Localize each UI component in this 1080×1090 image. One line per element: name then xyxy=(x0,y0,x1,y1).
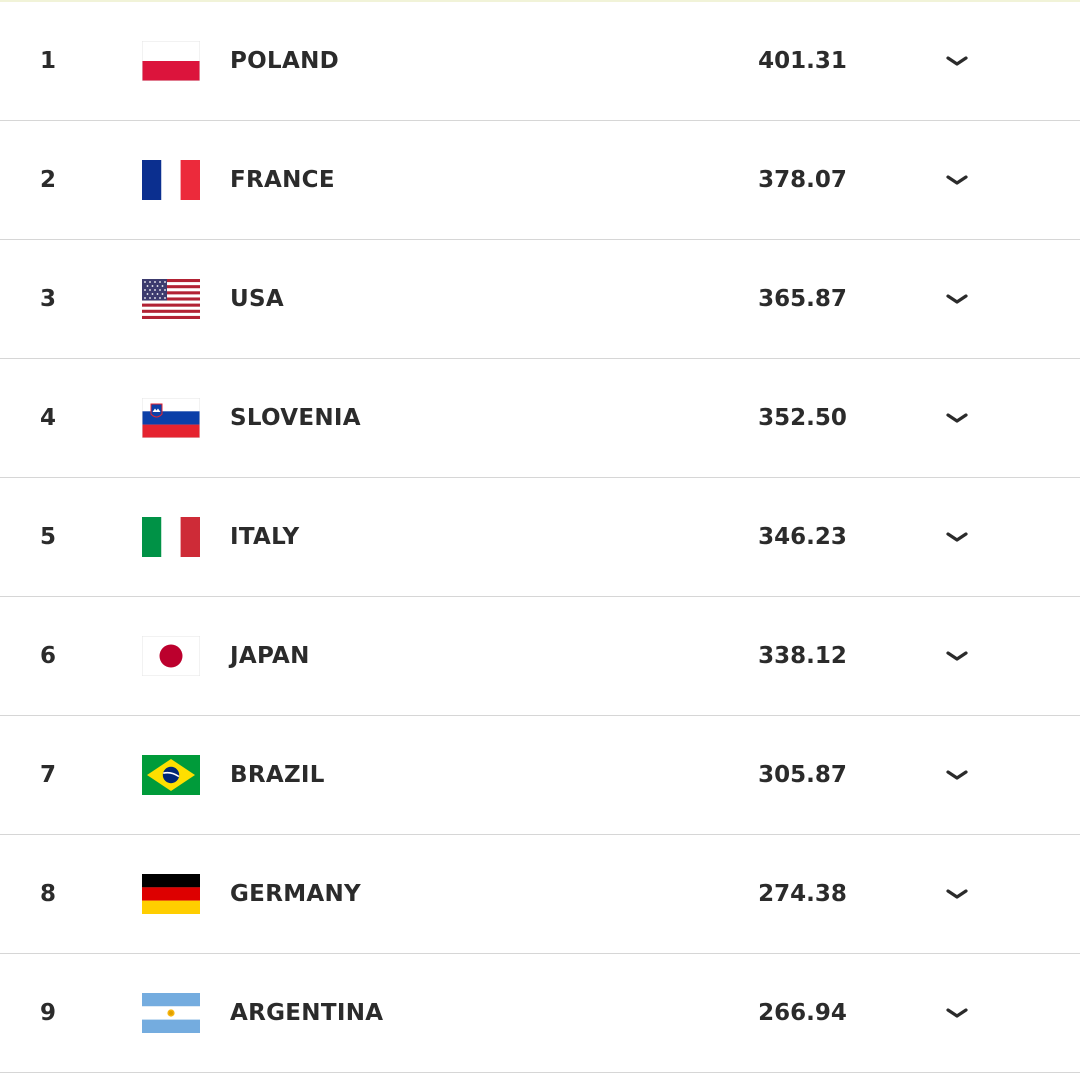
points-value: 346.23 xyxy=(758,524,847,550)
country-name: BRAZIL xyxy=(230,762,325,788)
chevron-down-icon[interactable] xyxy=(944,767,970,783)
chevron-down-icon[interactable] xyxy=(944,529,970,545)
points-value: 365.87 xyxy=(758,286,847,312)
poland-flag-icon xyxy=(142,41,200,81)
italy-flag-icon xyxy=(142,517,200,557)
rank-number: 1 xyxy=(40,48,57,74)
rank-number: 7 xyxy=(40,762,57,788)
japan-flag-icon xyxy=(142,636,200,676)
country-name: JAPAN xyxy=(230,643,310,669)
rank-number: 9 xyxy=(40,1000,57,1026)
country-name: POLAND xyxy=(230,48,340,74)
country-name: ITALY xyxy=(230,524,300,550)
ranking-row[interactable]: 5 ITALY 346.23 xyxy=(0,478,1080,597)
usa-flag-icon xyxy=(142,279,200,319)
points-value: 378.07 xyxy=(758,167,847,193)
chevron-down-icon[interactable] xyxy=(944,648,970,664)
ranking-row[interactable]: 6 JAPAN 338.12 xyxy=(0,597,1080,716)
country-name: GERMANY xyxy=(230,881,361,907)
argentina-flag-icon xyxy=(142,993,200,1033)
ranking-row[interactable]: 7 BRAZIL 305.87 xyxy=(0,716,1080,835)
ranking-row[interactable]: 1 POLAND 401.31 xyxy=(0,2,1080,121)
rank-number: 2 xyxy=(40,167,57,193)
chevron-down-icon[interactable] xyxy=(944,1005,970,1021)
france-flag-icon xyxy=(142,160,200,200)
country-name: SLOVENIA xyxy=(230,405,361,431)
slovenia-flag-icon xyxy=(142,398,200,438)
chevron-down-icon[interactable] xyxy=(944,53,970,69)
ranking-row[interactable]: 2 FRANCE 378.07 xyxy=(0,121,1080,240)
rank-number: 3 xyxy=(40,286,57,312)
brazil-flag-icon xyxy=(142,755,200,795)
points-value: 352.50 xyxy=(758,405,847,431)
country-name: USA xyxy=(230,286,284,312)
chevron-down-icon[interactable] xyxy=(944,886,970,902)
points-value: 338.12 xyxy=(758,643,847,669)
ranking-row[interactable]: 8 GERMANY 274.38 xyxy=(0,835,1080,954)
country-name: ARGENTINA xyxy=(230,1000,384,1026)
chevron-down-icon[interactable] xyxy=(944,291,970,307)
chevron-down-icon[interactable] xyxy=(944,172,970,188)
points-value: 401.31 xyxy=(758,48,847,74)
ranking-row[interactable]: 3 USA 365.87 xyxy=(0,240,1080,359)
points-value: 274.38 xyxy=(758,881,847,907)
points-value: 266.94 xyxy=(758,1000,847,1026)
germany-flag-icon xyxy=(142,874,200,914)
rank-number: 4 xyxy=(40,405,57,431)
points-value: 305.87 xyxy=(758,762,847,788)
rank-number: 5 xyxy=(40,524,57,550)
country-name: FRANCE xyxy=(230,167,335,193)
rank-number: 6 xyxy=(40,643,57,669)
ranking-row[interactable]: 4 SLOVENIA 352.50 xyxy=(0,359,1080,478)
top-divider xyxy=(0,0,1080,2)
chevron-down-icon[interactable] xyxy=(944,410,970,426)
rank-number: 8 xyxy=(40,881,57,907)
ranking-row[interactable]: 9 ARGENTINA 266.94 xyxy=(0,954,1080,1073)
